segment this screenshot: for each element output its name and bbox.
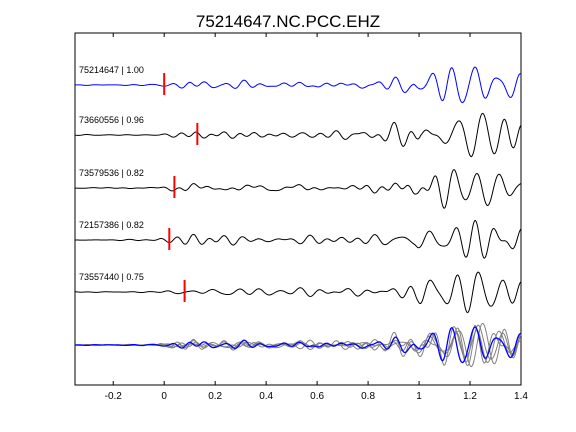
- x-axis: -0.2 0 0.2 0.4 0.6 0.8 1 1.2 1.4: [105, 33, 528, 402]
- trace-line: [74, 271, 522, 314]
- trace-row: 73557440 | 0.75: [74, 271, 522, 314]
- trace-label: 73579536 | 0.82: [79, 168, 144, 178]
- trace-row: 75214647 | 1.00: [74, 65, 522, 104]
- stack-reference-trace: [74, 326, 522, 364]
- x-tick-label: 0.6: [310, 391, 324, 402]
- trace-label: 73660556 | 0.96: [79, 115, 144, 125]
- trace-line: [74, 66, 522, 104]
- trace-line: [74, 168, 522, 209]
- trace-label: 75214647 | 1.00: [79, 65, 144, 75]
- trace-group: 75214647 | 1.00 73660556 | 0.96 73579536 |…: [74, 65, 522, 314]
- x-tick-label: 1.2: [463, 391, 477, 402]
- trace-row: 73660556 | 0.96: [74, 112, 522, 158]
- trace-label: 72157386 | 0.82: [79, 220, 144, 230]
- chart-title: 75214647.NC.PCC.EHZ: [196, 12, 380, 31]
- x-tick-label: -0.2: [105, 391, 123, 402]
- plot-frame: [74, 32, 522, 386]
- trace-label: 73557440 | 0.75: [79, 272, 144, 282]
- x-tick-label: 1: [416, 391, 422, 402]
- trace-line: [74, 112, 522, 158]
- trace-line: [74, 220, 522, 259]
- stack-overlay: [74, 322, 522, 368]
- x-tick-label: 0.2: [208, 391, 222, 402]
- x-tick-label: 0.8: [361, 391, 375, 402]
- trace-row: 73579536 | 0.82: [74, 168, 522, 209]
- x-tick-label: 0.4: [259, 391, 273, 402]
- x-tick-label: 0: [161, 391, 167, 402]
- trace-row: 72157386 | 0.82: [74, 220, 522, 259]
- x-tick-label: 1.4: [514, 391, 528, 402]
